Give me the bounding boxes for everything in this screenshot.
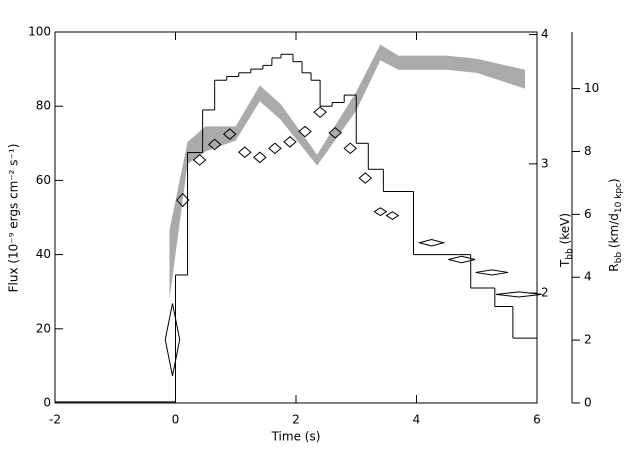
x-tick-label: 0 — [172, 413, 180, 427]
x-tick-label: -2 — [49, 413, 61, 427]
label-part: T — [558, 259, 572, 268]
y2-tick-label: 4 — [541, 27, 549, 41]
y3-tick-label: 4 — [584, 270, 592, 284]
temperature-point — [253, 151, 267, 164]
temperature-point — [475, 269, 509, 276]
temperature-point — [373, 207, 388, 217]
label-part: (keV) — [558, 213, 572, 248]
temperature-point — [358, 172, 373, 184]
temperature-point — [495, 291, 542, 298]
y-tick-label: 0 — [43, 396, 51, 410]
temperature-point — [343, 142, 358, 155]
y3-tick-label: 6 — [584, 207, 592, 221]
y2-tick-label: 2 — [541, 286, 549, 300]
temperature-point — [207, 138, 222, 151]
y3-tick-label: 8 — [584, 144, 592, 158]
temperature-point — [328, 126, 342, 139]
y-tick-label: 80 — [36, 99, 51, 113]
y2-axis-label: Tbb (keV) — [558, 213, 575, 268]
temperature-point — [164, 303, 181, 376]
y3-tick-label: 0 — [584, 396, 592, 410]
y3-axis-label: Rbb (km/d10 kpc) — [607, 178, 624, 271]
y-tick-label: 40 — [36, 247, 51, 261]
temperature-point — [176, 192, 190, 208]
temperature-point — [237, 146, 252, 159]
plot-frame — [54, 31, 538, 404]
temperature-point — [417, 238, 446, 247]
label-sub: bb — [565, 248, 575, 260]
temperature-point — [283, 136, 297, 148]
y-tick-label: 100 — [28, 25, 51, 39]
temperature-point — [192, 154, 207, 166]
x-tick-label: 2 — [292, 413, 300, 427]
label-part: R — [607, 263, 621, 271]
label-part: (km/d — [607, 213, 621, 252]
temperature-point — [298, 125, 312, 138]
y3-tick-label: 10 — [584, 81, 599, 95]
y3-tick-label: 2 — [584, 333, 592, 347]
temperature-point — [222, 128, 237, 140]
radius-band — [169, 44, 525, 300]
y-tick-label: 60 — [36, 173, 51, 187]
temperature-point — [268, 142, 282, 155]
x-tick-label: 6 — [533, 413, 541, 427]
label-sub: 10 kpc — [614, 183, 624, 213]
temperature-point — [313, 106, 327, 118]
temperature-point — [385, 211, 400, 221]
label-part: ) — [607, 178, 621, 183]
y-axis-label: Flux (10⁻⁹ ergs cm⁻² s⁻¹) — [7, 144, 21, 293]
y2-tick-label: 3 — [541, 156, 549, 170]
x-tick-label: 4 — [413, 413, 421, 427]
y-tick-label: 20 — [36, 321, 51, 335]
temperature-point — [448, 255, 476, 264]
x-axis-label: Time (s) — [271, 430, 321, 444]
label-sub: bb — [614, 252, 624, 264]
